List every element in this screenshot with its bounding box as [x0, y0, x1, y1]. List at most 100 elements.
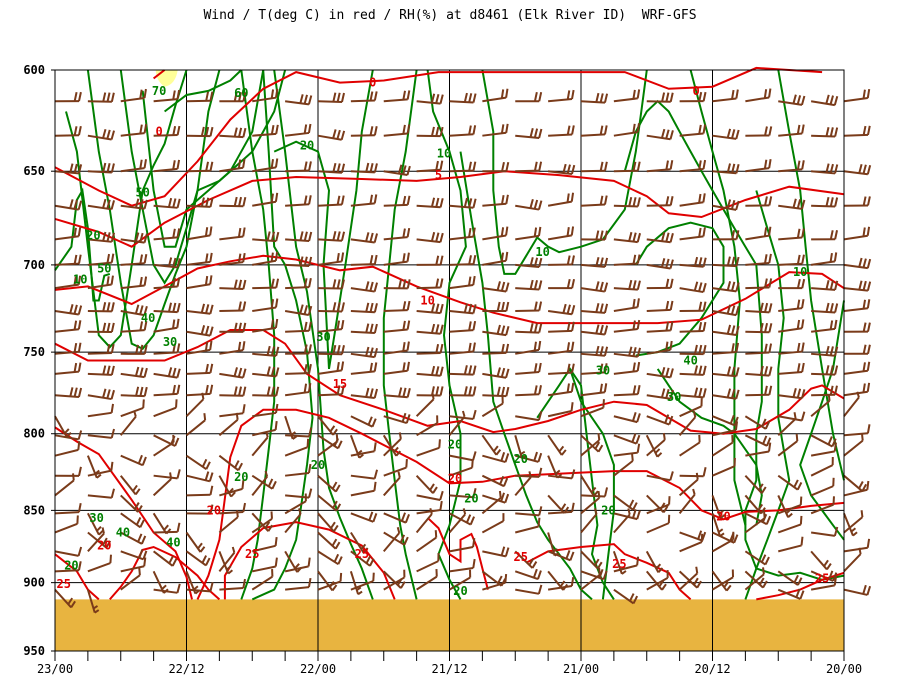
barb-feather [867, 344, 871, 354]
barb-feather [332, 428, 338, 436]
wind-barb [679, 344, 707, 356]
wind-barb [449, 197, 477, 209]
wind-barb [284, 508, 302, 534]
barb-feather [238, 301, 242, 311]
barb-feather [106, 163, 111, 173]
barb-feather [697, 530, 703, 540]
barb-feather [538, 301, 543, 311]
rh-label: 20 [448, 438, 462, 452]
wind-barb [317, 494, 342, 512]
wind-barb [679, 91, 707, 103]
barb-feather [463, 92, 468, 103]
barb-feather [571, 502, 575, 513]
rh-contour [481, 69, 648, 275]
barb-feather [102, 365, 107, 375]
wind-barb [712, 256, 740, 268]
rh-label: 20 [453, 584, 467, 598]
barb-feather [77, 320, 82, 330]
barb-feather [404, 514, 410, 524]
isotherm [54, 553, 100, 601]
wind-barb [745, 226, 772, 241]
y-tick-label: 700 [23, 258, 45, 272]
wind-barb [482, 194, 509, 207]
barb-feather [603, 325, 609, 335]
barb-feather [339, 572, 343, 582]
wind-barb [646, 514, 671, 534]
rh-contour [459, 151, 593, 601]
wind-barb [54, 227, 82, 241]
barb-feather [471, 459, 474, 468]
barb-shaft [449, 545, 474, 553]
wind-barb [580, 490, 601, 515]
wind-barb [613, 279, 641, 291]
barb-feather [463, 303, 469, 313]
wind-barb [646, 321, 674, 333]
barb-feather [236, 510, 239, 518]
wind-barb [843, 322, 871, 333]
barb-feather [106, 129, 111, 140]
barb-feather [193, 585, 199, 591]
barb-feather [566, 227, 570, 237]
barb-shaft [416, 560, 439, 573]
barb-feather [469, 516, 476, 525]
wind-barb [317, 319, 345, 333]
wind-barb [777, 412, 797, 437]
wind-barb [449, 537, 476, 553]
barb-feather [271, 480, 277, 490]
barb-feather [430, 365, 436, 376]
wind-barb [712, 128, 740, 140]
barb-shaft [548, 510, 573, 515]
wind-barb [515, 257, 543, 269]
wind-barb [613, 508, 631, 534]
barb-feather [139, 232, 144, 243]
barb-feather [505, 301, 510, 312]
barb-feather [78, 466, 82, 477]
barb-shaft [383, 512, 407, 524]
barb-feather [660, 258, 666, 268]
barb-feather [402, 165, 407, 175]
barb-feather [373, 254, 378, 265]
y-tick-label: 650 [23, 164, 45, 178]
wind-barb [580, 345, 609, 357]
barb-shaft [843, 396, 860, 417]
barb-feather [340, 195, 345, 205]
barb-feather [73, 387, 78, 397]
barb-feather [435, 324, 440, 334]
wind-barb [712, 89, 739, 103]
wind-barb [87, 365, 115, 376]
barb-feather [373, 194, 378, 204]
barb-feather [698, 301, 703, 311]
wind-barb [415, 507, 433, 534]
barb-feather [500, 325, 506, 335]
barb-feather [850, 527, 857, 533]
barb-feather [834, 385, 838, 395]
barb-feather [110, 253, 115, 263]
barb-feather [294, 563, 300, 570]
barb-feather [233, 322, 238, 333]
wind-barb [87, 343, 115, 355]
wind-barb [646, 340, 673, 355]
barb-feather [303, 364, 308, 374]
temperature-label: 20 [716, 509, 730, 523]
barb-feather [702, 193, 706, 203]
barb-feather [632, 502, 638, 511]
temperature-label: 15 [333, 377, 347, 391]
barb-feather [735, 89, 739, 99]
barb-feather [331, 481, 338, 490]
barb-feather [726, 163, 731, 173]
barb-feather [402, 362, 406, 372]
barb-shaft [646, 503, 670, 515]
wind-barb [54, 546, 83, 557]
barb-feather [669, 368, 674, 378]
barb-feather [570, 192, 575, 202]
wind-barb [416, 552, 440, 573]
barb-feather [77, 254, 82, 264]
barb-shaft [219, 510, 244, 515]
wind-barb [219, 386, 247, 397]
barb-feather [537, 452, 543, 463]
barb-feather [497, 575, 503, 584]
barb-feather [369, 126, 374, 136]
barb-shaft [613, 494, 634, 511]
barb-shaft [86, 589, 96, 613]
barb-feather [632, 347, 637, 357]
